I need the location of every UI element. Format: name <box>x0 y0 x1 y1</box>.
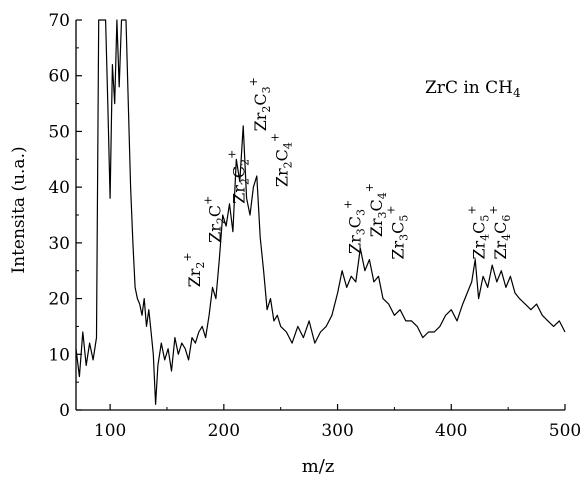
peak-label-part: 2 <box>238 178 251 185</box>
peak-label-part: 4 <box>376 192 389 199</box>
peak-label-part: + <box>341 200 354 209</box>
peak-label: Zr2C4+ <box>269 133 295 187</box>
peak-label: Zr4C5+ <box>465 205 491 259</box>
y-tick-label: 20 <box>48 290 70 310</box>
y-tick-label: 30 <box>48 234 70 254</box>
peak-label-part: 4 <box>282 142 295 149</box>
peak-label-part: 2 <box>260 106 273 113</box>
y-tick-label: 60 <box>48 67 70 87</box>
peak-label-part: 3 <box>354 228 367 235</box>
peak-label-part: + <box>225 150 238 159</box>
peak-label-part: 3 <box>354 209 367 216</box>
axis-ticks: 100 200 300 400 500 0 10 20 30 40 50 60 70 <box>48 11 581 441</box>
spectrum-line <box>75 19 566 405</box>
peak-label-part: C <box>345 216 364 228</box>
peak-label: Zr4C6+ <box>487 205 513 259</box>
peak-label-part: 3 <box>398 234 411 241</box>
peak-label-part: 3 <box>260 86 273 93</box>
y-tick-label: 50 <box>48 122 70 142</box>
peak-annotations: Zr2+Zr2C+ Zr2C2+Zr2C3+Zr2C4+Zr3C3+Zr3C4+Z… <box>181 77 513 287</box>
peak-label-part: Zr <box>205 224 224 243</box>
x-tick-label: 500 <box>549 421 581 441</box>
peak-label-part: 2 <box>282 161 295 168</box>
peak-label: Zr3C4+ <box>363 183 389 237</box>
peak-label-part: Zr <box>469 240 488 259</box>
x-axis-label: m/z <box>302 456 335 477</box>
peak-label-part: 4 <box>500 234 513 241</box>
peak-label-part: Zr <box>367 218 386 237</box>
peak-label-part: + <box>201 196 214 205</box>
y-tick-label: 0 <box>59 401 70 421</box>
peak-label: Zr2C+ <box>201 196 227 243</box>
y-tick-label: 70 <box>48 11 70 31</box>
peak-label-part: + <box>385 205 398 214</box>
peak-label: Zr2C2+ <box>225 150 251 204</box>
peak-label: Zr2C3+ <box>247 77 273 131</box>
peak-label-part: C <box>273 149 292 161</box>
peak-label-part: 5 <box>398 215 411 222</box>
peak-label: Zr3C3+ <box>341 200 367 254</box>
peak-label-part: Zr <box>491 240 510 259</box>
peak-label-part: C <box>389 222 408 234</box>
peak-label-part: Zr <box>229 185 248 204</box>
y-axis-label: Intensita (u.a.) <box>9 146 29 273</box>
peak-label-part: + <box>269 133 282 142</box>
peak-label-part: C <box>491 222 510 234</box>
peak-label-part: Zr <box>273 168 292 187</box>
peak-label-part: 6 <box>500 215 513 222</box>
peak-label-part: Zr <box>185 268 204 287</box>
peak-label-part: + <box>487 205 500 214</box>
x-tick-label: 100 <box>94 421 126 441</box>
peak-label-part: 3 <box>376 212 389 219</box>
peak-label: Zr3C5+ <box>385 205 411 259</box>
inset-label-base: ZrC in CH <box>425 78 513 98</box>
peak-label-part: C <box>229 166 248 178</box>
peak-label-part: C <box>469 222 488 234</box>
peak-label-part: Zr <box>389 240 408 259</box>
peak-label-part: + <box>247 77 260 86</box>
x-tick-label: 200 <box>208 421 240 441</box>
peak-label-part: + <box>181 252 194 261</box>
y-tick-label: 40 <box>48 178 70 198</box>
peak-label-part: + <box>465 205 478 214</box>
peak-label-part: 2 <box>194 262 207 269</box>
peak-label-part: + <box>363 183 376 192</box>
peak-label-part: C <box>205 205 224 217</box>
peak-label-part: 5 <box>478 215 491 222</box>
peak-label-part: Zr <box>251 112 270 131</box>
x-tick-label: 300 <box>321 421 353 441</box>
peak-label-part: C <box>367 199 386 211</box>
y-tick-label: 10 <box>48 345 70 365</box>
peak-label-part: 2 <box>214 217 227 224</box>
peak-label-part: Zr <box>345 235 364 254</box>
series-layer <box>75 19 566 405</box>
peak-label: Zr2+ <box>181 252 207 287</box>
inset-label-sub: 4 <box>513 86 521 100</box>
x-tick-label: 400 <box>435 421 467 441</box>
peak-label-part: 2 <box>238 159 251 166</box>
peak-label-part: C <box>251 93 270 105</box>
inset-label: ZrC in CH4 <box>425 78 521 100</box>
peak-label-part: 4 <box>478 234 491 241</box>
